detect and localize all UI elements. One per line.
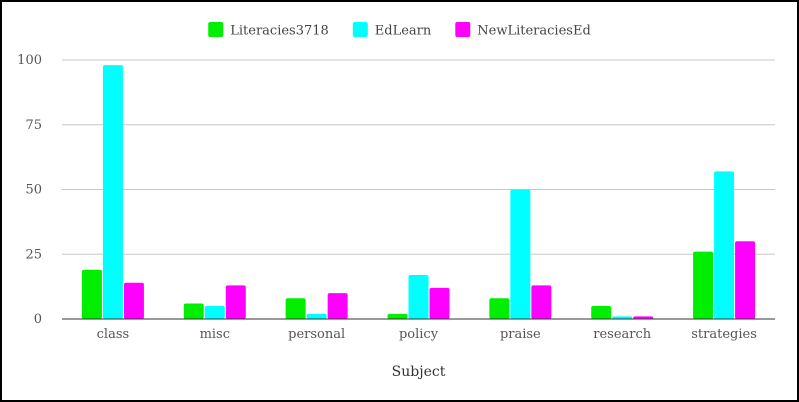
bar-misc-edlearn	[204, 306, 225, 319]
bars	[81, 65, 756, 320]
bar-research-newliteraciesed	[633, 316, 654, 319]
legend-label: NewLiteraciesEd	[477, 24, 590, 39]
gridlines	[62, 59, 775, 255]
legend-item: EdLearn	[352, 22, 432, 39]
bar-strategies-edlearn	[714, 171, 735, 319]
bar-personal-literacies3718	[285, 298, 306, 319]
x-tick-label: strategies	[691, 327, 757, 342]
legend-label: Literacies3718	[230, 24, 329, 39]
legend-swatch	[352, 22, 368, 37]
bar-misc-literacies3718	[183, 303, 204, 319]
legend-item: Literacies3718	[208, 22, 329, 39]
bar-praise-edlearn	[510, 189, 531, 319]
bar-personal-newliteraciesed	[327, 293, 348, 319]
y-tick-label: 75	[25, 118, 42, 133]
y-tick-label: 0	[34, 312, 42, 327]
bar-policy-literacies3718	[387, 313, 408, 319]
bar-personal-edlearn	[306, 313, 327, 319]
legend-swatch	[455, 22, 471, 37]
x-axis-title: Subject	[392, 364, 446, 380]
x-tick-label: personal	[288, 327, 345, 342]
legend-label: EdLearn	[375, 24, 432, 39]
bar-praise-newliteraciesed	[531, 285, 552, 319]
legend-item: NewLiteraciesEd	[455, 22, 591, 39]
bar-research-edlearn	[612, 316, 633, 319]
x-tick-label: policy	[399, 327, 439, 342]
bar-strategies-literacies3718	[693, 251, 714, 319]
x-axis-ticks: class misc personal policy praise research str…	[97, 327, 757, 342]
bar-strategies-newliteraciesed	[735, 241, 756, 319]
legend-swatch	[208, 22, 224, 37]
y-tick-label: 25	[25, 247, 42, 262]
bar-misc-newliteraciesed	[225, 285, 246, 319]
bar-research-literacies3718	[591, 306, 612, 319]
x-tick-label: misc	[200, 327, 230, 342]
bar-praise-literacies3718	[489, 298, 510, 319]
bar-policy-edlearn	[408, 274, 429, 319]
y-axis-ticks: 0 25 50 75 100	[17, 53, 42, 327]
legend: Literacies3718 EdLearn NewLiteraciesEd	[208, 22, 591, 39]
x-tick-label: research	[593, 327, 652, 342]
bar-class-literacies3718	[81, 269, 102, 319]
bar-policy-newliteraciesed	[429, 287, 450, 319]
bar-class-newliteraciesed	[123, 282, 144, 319]
y-tick-label: 100	[17, 53, 42, 68]
bar-class-edlearn	[102, 65, 123, 320]
y-tick-label: 50	[25, 183, 42, 198]
x-tick-label: praise	[500, 327, 541, 342]
x-tick-label: class	[97, 327, 130, 342]
